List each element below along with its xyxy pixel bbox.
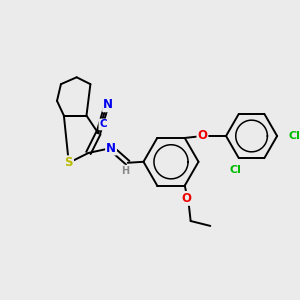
Text: Cl: Cl (230, 165, 242, 175)
Text: Cl: Cl (289, 131, 300, 141)
Text: N: N (106, 142, 116, 154)
Text: O: O (182, 192, 192, 205)
Text: C: C (99, 119, 107, 129)
Text: O: O (197, 130, 207, 142)
Text: S: S (64, 156, 73, 169)
Text: H: H (121, 166, 129, 176)
Text: N: N (103, 98, 113, 111)
